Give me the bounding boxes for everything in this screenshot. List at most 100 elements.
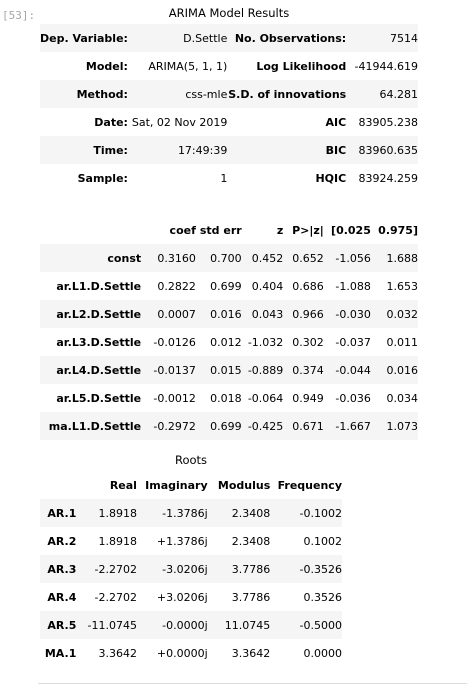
table-cell: 3.3642 <box>231 646 271 660</box>
table-row: AR.4 -2.2702 +3.0206j 3.7786 0.3526 <box>40 583 342 611</box>
table-row: const 0.3160 0.700 0.452 0.652 -1.056 1.… <box>40 244 418 272</box>
column-header: Frequency <box>277 478 342 492</box>
table-row: Model: ARIMA(5, 1, 1) Log Likelihood -41… <box>40 52 418 80</box>
row-label: ar.L1.D.Settle <box>56 279 142 293</box>
row-label: AR.3 <box>47 562 77 576</box>
table-cell: -0.3526 <box>299 562 342 576</box>
table-cell: 0.699 <box>210 419 242 433</box>
summary-label: Dep. Variable: <box>40 31 128 45</box>
model-summary-table: ARIMA Model Results Dep. Variable: D.Set… <box>40 6 419 192</box>
summary-value: css-mle <box>185 87 228 101</box>
table-row: ar.L5.D.Settle -0.0012 0.018 -0.064 0.94… <box>40 384 418 412</box>
table-cell: 1.8918 <box>98 506 137 520</box>
table-cell: 0.374 <box>292 363 324 377</box>
row-label: AR.2 <box>47 534 77 548</box>
table-cell: -3.0206j <box>162 562 208 576</box>
table-cell: 0.011 <box>386 335 419 349</box>
table-cell: 0.012 <box>210 335 242 349</box>
model-summary-caption: ARIMA Model Results <box>168 6 290 20</box>
table-cell: 0.452 <box>251 251 284 265</box>
summary-value: -41944.619 <box>354 59 418 73</box>
table-row: Method: css-mle S.D. of innovations 64.2… <box>40 80 418 108</box>
column-header: Modulus <box>217 478 271 492</box>
column-header: z <box>276 223 284 237</box>
summary-label: Method: <box>76 87 128 101</box>
summary-value: 83960.635 <box>358 143 419 157</box>
table-cell: 3.7786 <box>231 562 271 576</box>
table-cell: 0.3160 <box>157 251 196 265</box>
summary-value: Sat, 02 Nov 2019 <box>131 115 228 129</box>
table-cell: -0.5000 <box>299 618 342 632</box>
table-row: ar.L2.D.Settle 0.0007 0.016 0.043 0.966 … <box>40 300 418 328</box>
table-cell: 1.8918 <box>98 534 137 548</box>
summary-label: No. Observations: <box>234 31 347 45</box>
summary-label: HQIC <box>315 171 347 185</box>
table-cell: 0.700 <box>210 251 242 265</box>
table-cell: 3.7786 <box>231 590 271 604</box>
table-cell: -0.425 <box>247 419 284 433</box>
table-cell: 0.043 <box>251 307 284 321</box>
row-label: AR.1 <box>47 506 77 520</box>
column-header: Imaginary <box>145 478 208 492</box>
table-cell: -11.0745 <box>87 618 137 632</box>
table-cell: -0.0012 <box>153 391 196 405</box>
table-cell: 0.0007 <box>157 307 196 321</box>
coefficients-table: coef std err z P>|z| [0.025 0.975] const… <box>40 216 418 440</box>
table-cell: -0.030 <box>335 307 371 321</box>
table-cell: +1.3786j <box>156 534 208 548</box>
table-cell: -2.2702 <box>94 562 137 576</box>
table-cell: 0.1002 <box>303 534 343 548</box>
table-cell: 0.015 <box>210 363 242 377</box>
column-header: P>|z| <box>292 223 324 237</box>
summary-label: Log Likelihood <box>256 59 347 73</box>
summary-label: BIC <box>325 143 347 157</box>
table-row: AR.2 1.8918 +1.3786j 2.3408 0.1002 <box>40 527 342 555</box>
table-cell: 0.3526 <box>303 590 343 604</box>
row-label: ar.L2.D.Settle <box>56 307 142 321</box>
summary-label: Time: <box>93 143 128 157</box>
column-header: Real <box>109 478 137 492</box>
table-cell: 0.016 <box>210 307 242 321</box>
table-row: AR.5 -11.0745 -0.0000j 11.0745 -0.5000 <box>40 611 342 639</box>
table-cell: -2.2702 <box>94 590 137 604</box>
table-cell: +0.0000j <box>156 646 208 660</box>
table-cell: -0.2972 <box>153 419 196 433</box>
column-header: coef <box>169 223 196 237</box>
table-cell: -0.0000j <box>162 618 208 632</box>
table-cell: 0.2822 <box>157 279 196 293</box>
table-cell: 0.0000 <box>303 646 343 660</box>
roots-table: Real Imaginary Modulus Frequency AR.1 1.… <box>40 471 342 667</box>
summary-value: D.Settle <box>183 31 228 45</box>
table-cell: -0.889 <box>247 363 284 377</box>
table-cell: +3.0206j <box>156 590 208 604</box>
table-row: Time: 17:49:39 BIC 83960.635 <box>40 136 418 164</box>
table-cell: 1.688 <box>386 251 419 265</box>
table-row: Sample: 1 HQIC 83924.259 <box>40 164 418 192</box>
table-cell: -0.044 <box>335 363 371 377</box>
column-header <box>40 216 141 244</box>
summary-label: Date: <box>94 115 128 129</box>
table-cell: -1.3786j <box>162 506 208 520</box>
column-header: std err <box>199 223 242 237</box>
table-cell: 1.073 <box>386 419 419 433</box>
column-header <box>40 471 76 499</box>
row-label: ar.L5.D.Settle <box>56 391 142 405</box>
table-row: AR.1 1.8918 -1.3786j 2.3408 -0.1002 <box>40 499 342 527</box>
table-row: ar.L1.D.Settle 0.2822 0.699 0.404 0.686 … <box>40 272 418 300</box>
column-header: 0.975] <box>378 223 418 237</box>
table-row: Dep. Variable: D.Settle No. Observations… <box>40 24 418 52</box>
table-cell: 0.652 <box>292 251 324 265</box>
table-cell: 2.3408 <box>231 534 271 548</box>
table-cell: -1.032 <box>247 335 284 349</box>
summary-value: 83905.238 <box>358 115 419 129</box>
summary-value: 83924.259 <box>358 171 419 185</box>
table-cell: -0.1002 <box>299 506 342 520</box>
table-cell: -1.667 <box>335 419 371 433</box>
table-cell: 11.0745 <box>224 618 271 632</box>
table-row: AR.3 -2.2702 -3.0206j 3.7786 -0.3526 <box>40 555 342 583</box>
table-cell: 0.302 <box>292 335 324 349</box>
table-cell: 0.949 <box>292 391 324 405</box>
table-cell: -0.036 <box>335 391 371 405</box>
table-cell: 0.966 <box>292 307 324 321</box>
table-row: ar.L4.D.Settle -0.0137 0.015 -0.889 0.37… <box>40 356 418 384</box>
